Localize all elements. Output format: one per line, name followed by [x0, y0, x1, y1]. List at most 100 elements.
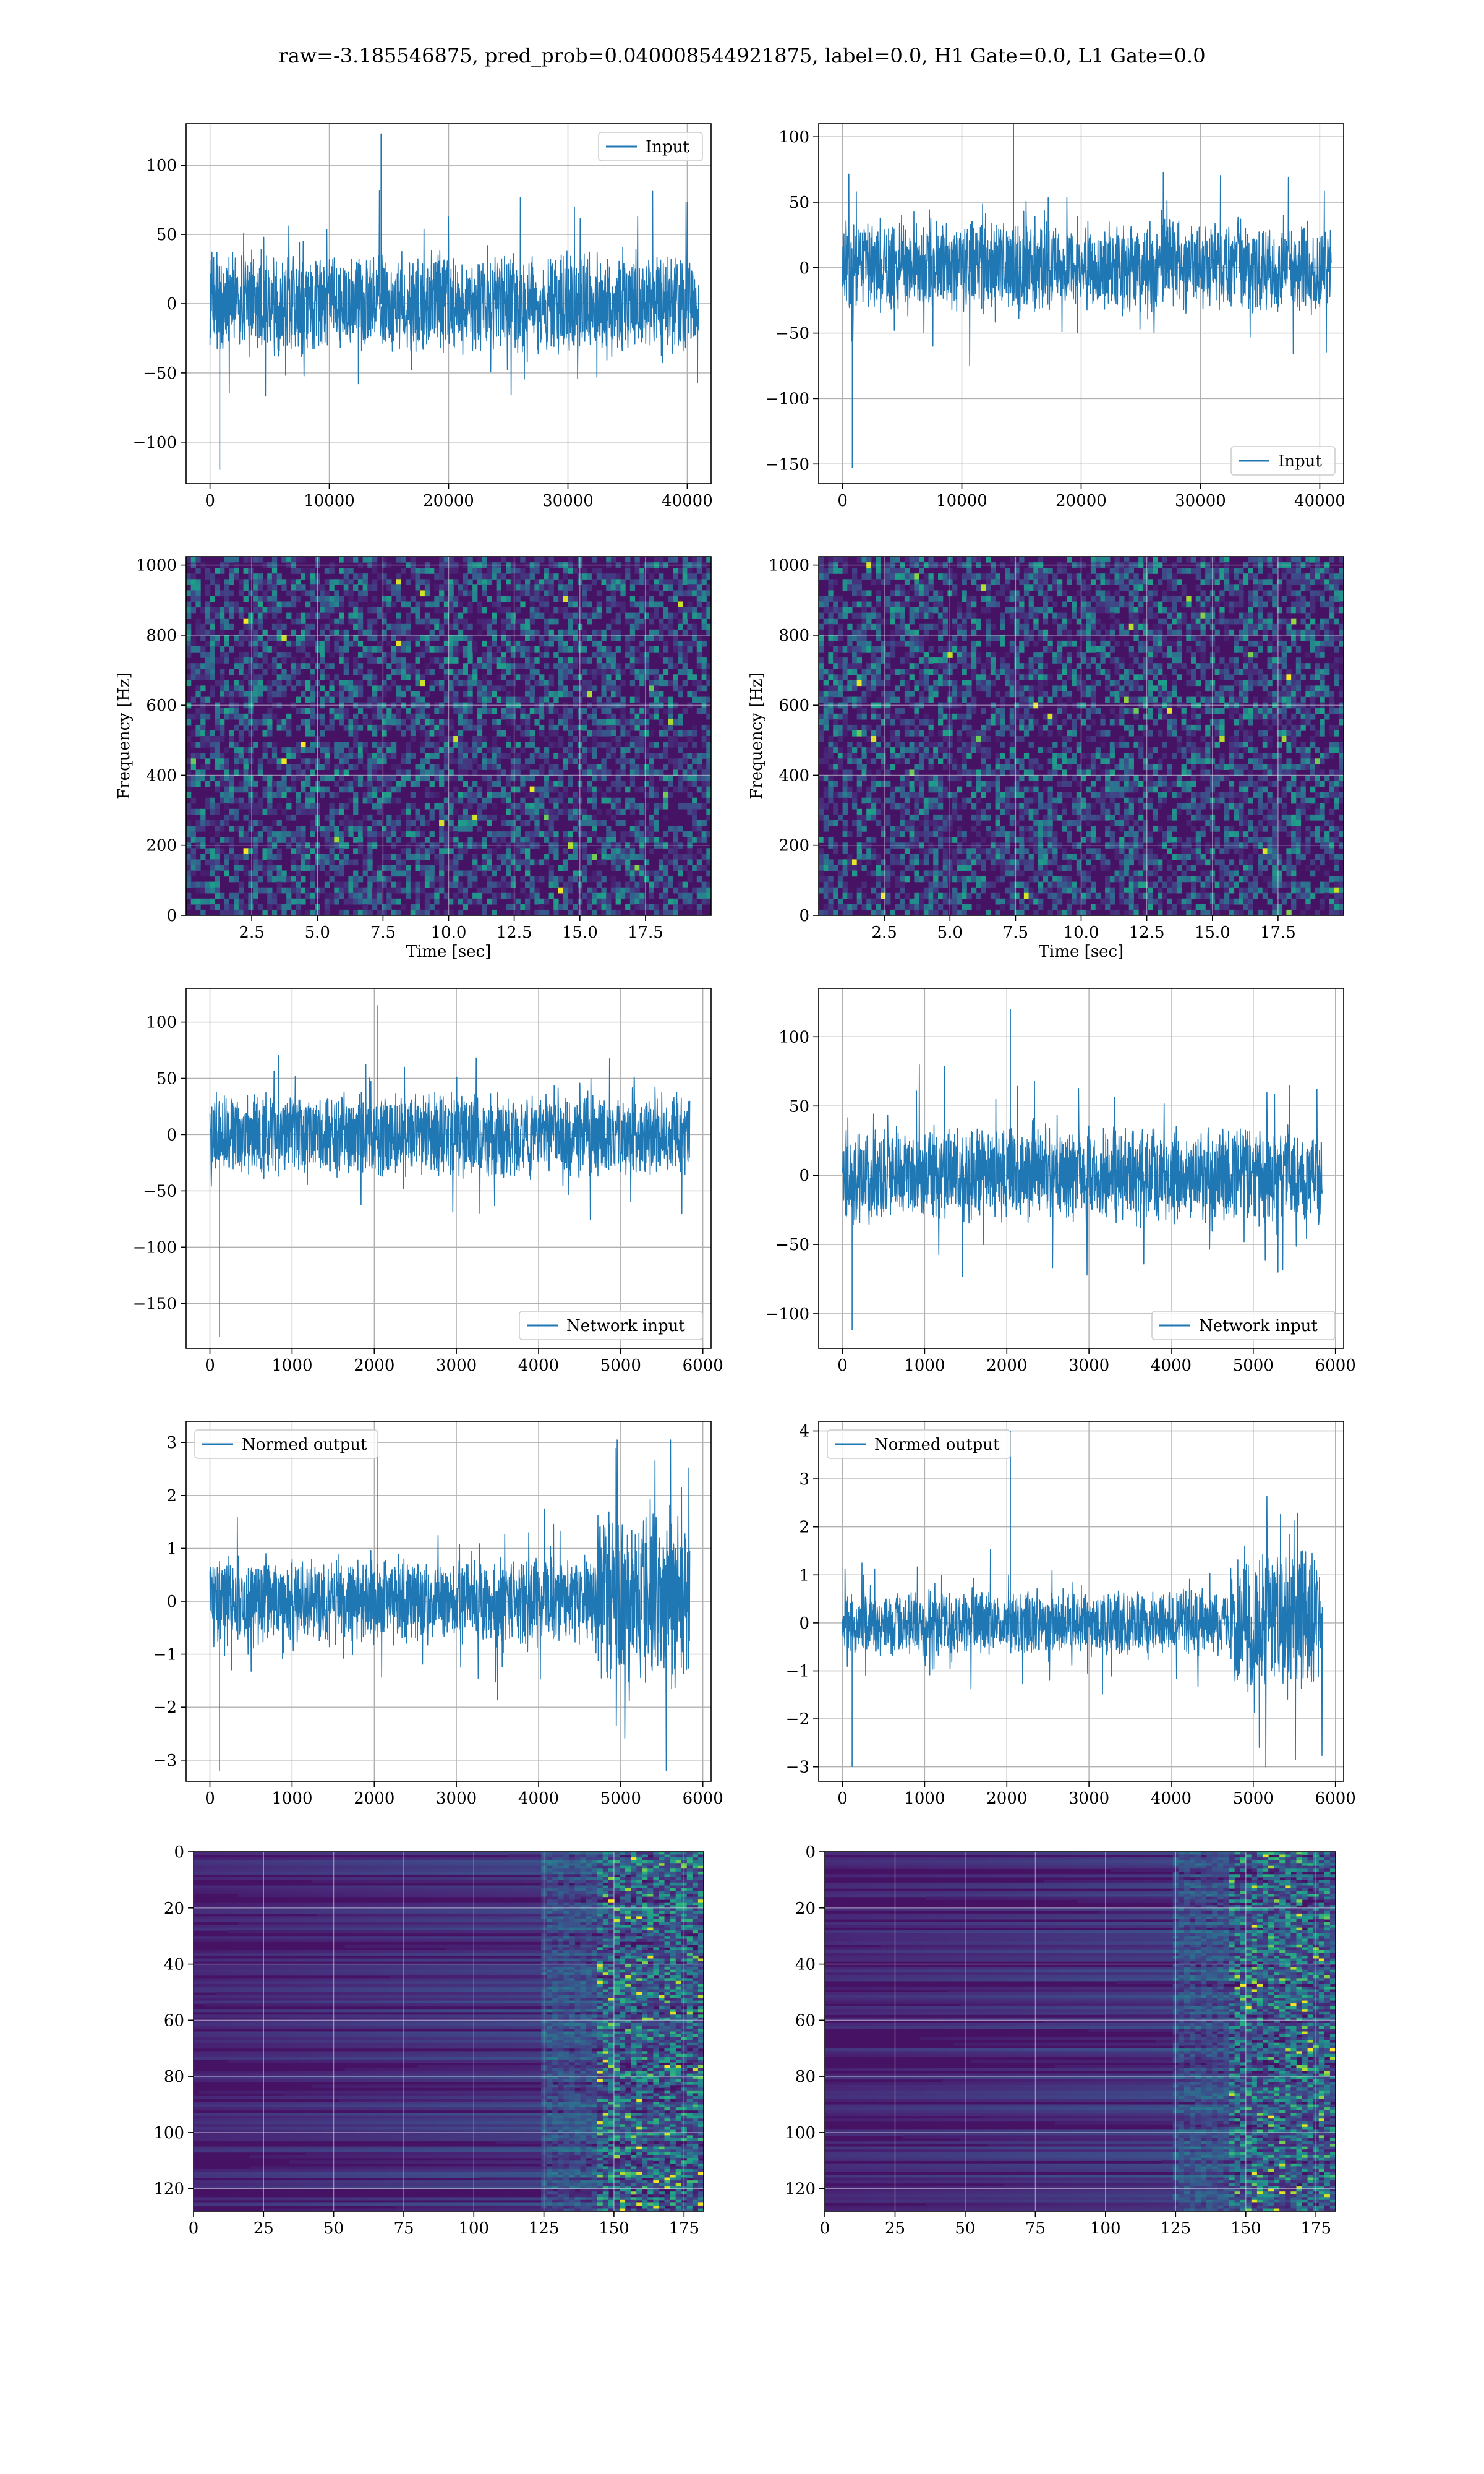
heatmap-cell — [678, 652, 683, 658]
heatmap-cell — [406, 753, 411, 759]
heatmap-cell — [654, 702, 659, 709]
heatmap-cell — [234, 747, 239, 753]
heatmap-cell — [548, 584, 554, 591]
heatmap-cell — [453, 623, 459, 630]
heatmap-cell — [472, 820, 478, 826]
heatmap-cell — [453, 758, 459, 764]
heatmap-cell — [372, 898, 378, 905]
heatmap-cell — [692, 797, 697, 804]
heatmap-cell — [520, 696, 526, 703]
heatmap-cell — [919, 596, 924, 602]
heatmap-cell — [229, 696, 234, 703]
heatmap-cell — [673, 702, 678, 709]
heatmap-cell — [539, 579, 545, 585]
heatmap-cell — [439, 702, 445, 709]
heatmap-cell — [596, 669, 602, 675]
heatmap-cell — [639, 652, 645, 658]
heatmap-cell — [644, 826, 650, 832]
heatmap-cell — [496, 562, 501, 568]
heatmap-cell — [271, 562, 278, 568]
heatmap-cell — [329, 820, 335, 826]
heatmap-cell — [329, 691, 335, 698]
heatmap-cell — [515, 904, 521, 910]
heatmap-cell — [837, 612, 843, 619]
heatmap-cell — [563, 607, 568, 614]
heatmap-cell — [847, 747, 853, 753]
heatmap-cell — [923, 579, 929, 585]
heatmap-cell — [539, 696, 545, 703]
heatmap-cell — [215, 881, 220, 888]
heatmap-cell — [644, 781, 650, 787]
heatmap-cell — [539, 797, 545, 804]
heatmap-cell — [276, 724, 282, 731]
heatmap-cell — [696, 590, 702, 597]
heatmap-cell — [482, 584, 487, 591]
heatmap-cell — [424, 753, 430, 759]
heatmap-cell — [649, 870, 654, 877]
heatmap-cell — [248, 640, 254, 647]
heatmap-cell — [544, 854, 550, 860]
x-tick-label: 12.5 — [497, 923, 532, 942]
heatmap-cell — [243, 831, 249, 837]
heatmap-cell — [895, 854, 900, 860]
heatmap-cell — [625, 562, 631, 568]
heatmap-cell — [224, 713, 229, 720]
heatmap-cell — [833, 618, 838, 625]
heatmap-cell — [634, 691, 640, 698]
heatmap-cell — [391, 747, 397, 753]
heatmap-cell — [644, 635, 650, 641]
heatmap-cell — [339, 758, 344, 764]
heatmap-cell — [406, 708, 411, 714]
heatmap-cell — [281, 691, 287, 698]
heatmap-cell — [515, 596, 521, 602]
heatmap-cell — [629, 584, 636, 591]
heatmap-cell — [195, 808, 201, 815]
heatmap-cell — [472, 724, 478, 731]
heatmap-cell — [534, 876, 540, 883]
heatmap-cell — [692, 562, 697, 568]
heatmap-cell — [339, 708, 344, 714]
heatmap-cell — [248, 820, 254, 826]
heatmap-cell — [234, 708, 239, 714]
heatmap-cell — [914, 859, 919, 866]
heatmap-cell — [443, 803, 450, 810]
heatmap-cell — [276, 904, 282, 910]
heatmap-cell — [534, 584, 540, 591]
heatmap-cell — [492, 568, 497, 574]
heatmap-cell — [582, 596, 587, 602]
heatmap-cell — [885, 680, 891, 687]
heatmap-cell — [828, 887, 834, 894]
heatmap-cell — [348, 596, 354, 602]
heatmap-cell — [696, 753, 702, 759]
heatmap-cell — [487, 797, 492, 804]
heatmap-cell — [482, 562, 487, 568]
heatmap-cell — [487, 881, 492, 888]
heatmap-cell — [568, 557, 573, 563]
heatmap-cell — [482, 674, 487, 680]
heatmap-cell — [573, 797, 578, 804]
heatmap-cell — [424, 612, 430, 619]
heatmap-cell — [396, 590, 401, 597]
heatmap-cell — [885, 708, 891, 714]
heatmap-cell — [487, 669, 492, 675]
heatmap-cell — [510, 758, 516, 764]
heatmap-cell — [238, 887, 244, 894]
heatmap-cell — [324, 663, 330, 669]
heatmap-cell — [362, 865, 368, 871]
heatmap-cell — [324, 859, 330, 866]
heatmap-cell — [334, 635, 339, 641]
heatmap-cell — [386, 713, 392, 720]
heatmap-cell — [410, 568, 416, 574]
heatmap-cell — [634, 618, 640, 625]
heatmap-cell — [463, 792, 468, 798]
heatmap-cell — [544, 568, 550, 574]
heatmap-cell — [215, 590, 220, 597]
heatmap-cell — [587, 887, 592, 894]
heatmap-cell — [439, 724, 445, 731]
heatmap-cell — [654, 607, 659, 614]
heatmap-cell — [914, 781, 919, 787]
heatmap-cell — [362, 747, 368, 753]
heatmap-cell — [320, 674, 325, 680]
heatmap-cell — [220, 568, 225, 574]
heatmap-cell — [386, 719, 392, 726]
